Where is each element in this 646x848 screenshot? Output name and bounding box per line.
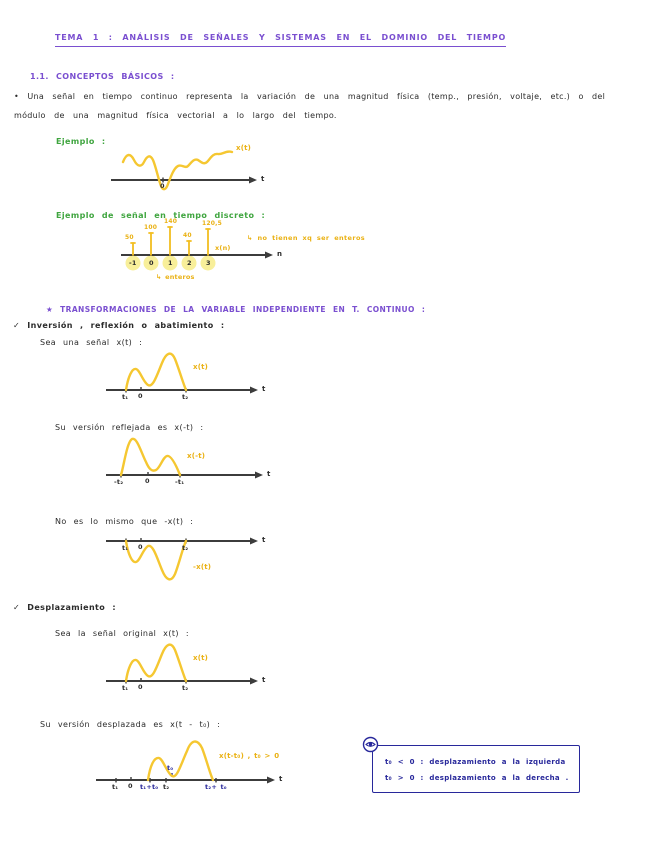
signal-curve	[124, 539, 188, 581]
t1-tick: -t₂	[114, 478, 124, 486]
signal-curve	[121, 150, 234, 191]
stem-value: 50	[125, 234, 134, 241]
continuous-signal-plot: x(t) 0 t	[108, 140, 278, 200]
original-signal-figure	[106, 352, 258, 394]
origin-label: 0	[160, 182, 165, 190]
displacement-original-plot: x(t) t₁ 0 t₂ t	[103, 638, 283, 700]
signal-label: x(-t)	[187, 452, 206, 460]
axis-label: t	[261, 175, 265, 183]
original-signal-plot: x(t) t₁ 0 t₂ t	[103, 347, 283, 409]
axis-arrow-icon	[255, 471, 263, 479]
signal-curve	[146, 740, 215, 782]
axis-arrow-icon	[250, 537, 258, 545]
t2-tick: t₂	[182, 684, 189, 692]
t1-tick: t₁	[122, 393, 129, 401]
continuous-example-caption: Ejemplo :	[56, 137, 106, 146]
stem-value: 100	[144, 224, 158, 231]
n-tick: 0	[149, 259, 154, 267]
t2-tick: -t₁	[175, 478, 185, 486]
t2-plus-t0-tick: t₂+ t₀	[205, 783, 227, 791]
axis-label: t	[279, 775, 283, 783]
t2-tick: t₂	[182, 393, 189, 401]
zero-tick: 0	[138, 683, 143, 691]
shifted-caption: Su versión desplazada es x(t - t₀) :	[40, 720, 221, 729]
t2-tick: t₂	[182, 544, 189, 552]
axis-label: n	[277, 250, 283, 258]
t1-tick: t₁	[122, 684, 129, 692]
axis-arrow-icon	[250, 386, 258, 394]
stem-value: 120,5	[202, 220, 222, 227]
values-note: ↳ no tienen xq ser enteros	[247, 234, 366, 242]
negated-signal-plot: t₁ 0 t₂ -x(t) t	[103, 529, 288, 599]
signal-label: x(t)	[236, 144, 252, 152]
inversion-heading: ✓ Inversión , reflexión o abatimiento :	[13, 321, 225, 330]
t1-tick: t₁	[122, 544, 129, 552]
axis-label: t	[262, 536, 266, 544]
zero-tick: 0	[145, 477, 150, 485]
t1-plus-t0-tick: t₁+t₀	[140, 783, 159, 791]
shifted-signal-figure	[96, 740, 275, 784]
stem-lines	[130, 226, 211, 256]
axis-arrow-icon	[265, 251, 273, 259]
t1-tick: t₁	[112, 783, 119, 791]
displacement-original-caption: Sea la señal original x(t) :	[55, 629, 189, 638]
continuous-signal-figure	[111, 150, 257, 191]
discrete-signal-plot: 50 100 140 40 120,5 -1 0 1 2 3 x(n) n ↳ …	[118, 218, 298, 287]
note-line-1: t₀ < 0 : desplazamiento a la izquierda	[385, 758, 566, 766]
reflected-signal-figure	[106, 437, 263, 479]
eye-icon	[362, 736, 379, 753]
inversion-original-caption: Sea una señal x(t) :	[40, 338, 143, 347]
axis-arrow-icon	[249, 176, 257, 184]
axis-arrow-icon	[250, 677, 258, 685]
negated-signal-figure	[106, 537, 258, 581]
displacement-heading: ✓ Desplazamiento :	[13, 603, 116, 612]
signal-label: x(t-t₀) , t₀ > 0	[219, 752, 280, 760]
original-signal-figure	[106, 643, 258, 685]
zero-tick: 0	[138, 392, 143, 400]
page-title: TEMA 1 : ANÁLISIS DE SEÑALES Y SISTEMAS …	[55, 32, 507, 47]
section-heading: 1.1. CONCEPTOS BÁSICOS :	[30, 72, 175, 81]
intro-paragraph: • Una señal en tiempo continuo represent…	[14, 92, 606, 120]
highlight-circle	[200, 255, 216, 271]
displacement-note-box: t₀ < 0 : desplazamiento a la izquierda t…	[362, 736, 580, 793]
signal-label: x(t)	[193, 654, 209, 662]
n-tick: 1	[168, 259, 173, 267]
note-line-2: t₀ > 0 : desplazamiento a la derecha .	[385, 774, 569, 782]
n-tick: 2	[187, 259, 192, 267]
signal-curve	[124, 643, 188, 683]
axis-label: t	[267, 470, 271, 478]
signal-label: x(t)	[193, 363, 209, 371]
axis-arrow-icon	[267, 776, 275, 784]
stem-value: 40	[183, 232, 192, 239]
zero-tick: 0	[138, 543, 143, 551]
shifted-signal-plot: t₁ 0 t₁+t₀ t₂ t₀ t₂+ t₀ x(t-t₀) , t₀ > 0…	[93, 733, 308, 805]
highlight-circle	[143, 255, 159, 271]
signal-label: -x(t)	[193, 563, 212, 571]
discrete-signal-figure	[121, 226, 273, 271]
axis-label: t	[262, 676, 266, 684]
negated-caption: No es lo mismo que -x(t) :	[55, 517, 194, 526]
highlight-circle	[162, 255, 178, 271]
t2-tick: t₂	[163, 783, 170, 791]
axis-label: t	[262, 385, 266, 393]
n-tick: -1	[129, 259, 137, 267]
signal-curve	[119, 437, 182, 477]
transformations-heading: ★ TRANSFORMACIONES DE LA VARIABLE INDEPE…	[46, 305, 426, 314]
reflected-signal-plot: x(-t) -t₂ 0 -t₁ t	[103, 432, 288, 494]
zero-tick: 0	[128, 782, 133, 790]
t0-label: t₀	[167, 764, 174, 772]
signal-label: x(n)	[215, 244, 231, 252]
stem-value: 140	[164, 218, 178, 225]
reflected-caption: Su versión reflejada es x(-t) :	[55, 423, 204, 432]
signal-curve	[124, 352, 188, 392]
integers-note: ↳ enteros	[156, 273, 195, 281]
n-tick: 3	[206, 259, 211, 267]
discrete-example-caption: Ejemplo de señal en tiempo discreto :	[56, 211, 266, 220]
highlight-circle	[125, 255, 141, 271]
highlight-circle	[181, 255, 197, 271]
